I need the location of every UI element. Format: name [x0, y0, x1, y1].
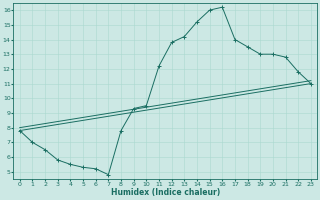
X-axis label: Humidex (Indice chaleur): Humidex (Indice chaleur)	[111, 188, 220, 197]
